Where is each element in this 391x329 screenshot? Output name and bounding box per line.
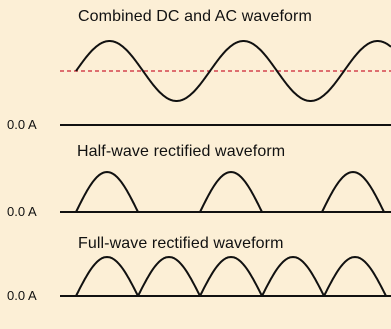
- half-wave-title: Half-wave rectified waveform: [77, 143, 286, 160]
- combined-waveform-curve: [75, 40, 391, 102]
- combined-waveform-title: Combined DC and AC waveform: [78, 8, 312, 25]
- combined-zero-label: 0.0 A: [7, 117, 37, 132]
- full-wave-zero-label: 0.0 A: [7, 288, 37, 303]
- full-wave-title: Full-wave rectified waveform: [78, 235, 284, 252]
- half-wave-zero-label: 0.0 A: [7, 204, 37, 219]
- full-wave-curve: [75, 255, 387, 297]
- half-wave-curve: [75, 170, 385, 213]
